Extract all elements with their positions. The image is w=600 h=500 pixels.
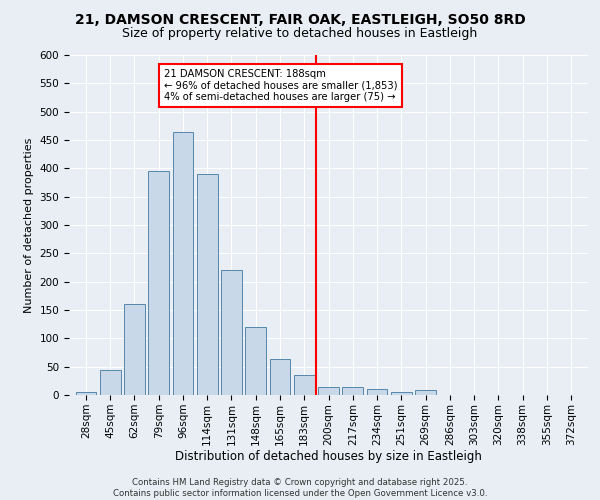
Bar [391,392,412,395]
Bar [173,132,193,395]
Bar [221,270,242,395]
Bar [197,174,218,395]
X-axis label: Distribution of detached houses by size in Eastleigh: Distribution of detached houses by size … [175,450,482,464]
Bar [294,375,314,395]
Bar [124,304,145,395]
Bar [367,390,388,395]
Bar [343,386,363,395]
Bar [100,370,121,395]
Bar [245,327,266,395]
Text: 21, DAMSON CRESCENT, FAIR OAK, EASTLEIGH, SO50 8RD: 21, DAMSON CRESCENT, FAIR OAK, EASTLEIGH… [74,12,526,26]
Y-axis label: Number of detached properties: Number of detached properties [24,138,34,312]
Bar [269,360,290,395]
Bar [415,390,436,395]
Text: Contains HM Land Registry data © Crown copyright and database right 2025.
Contai: Contains HM Land Registry data © Crown c… [113,478,487,498]
Text: 21 DAMSON CRESCENT: 188sqm
← 96% of detached houses are smaller (1,853)
4% of se: 21 DAMSON CRESCENT: 188sqm ← 96% of deta… [164,69,397,102]
Bar [76,392,96,395]
Text: Size of property relative to detached houses in Eastleigh: Size of property relative to detached ho… [122,28,478,40]
Bar [318,386,339,395]
Bar [148,171,169,395]
